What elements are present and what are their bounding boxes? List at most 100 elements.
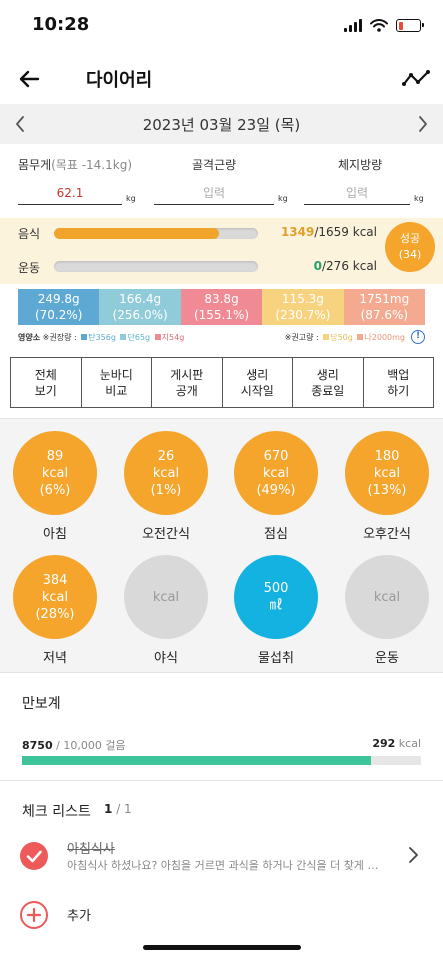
trend-line-icon — [402, 70, 430, 86]
tab-5[interactable]: 백업 하기 — [364, 358, 434, 407]
tab-1[interactable]: 눈바디 비교 — [82, 358, 152, 407]
meal-percent: (49%) — [256, 482, 296, 498]
exercise-target: 276 kcal — [326, 259, 377, 273]
tab-label-line2: 종료일 — [311, 384, 345, 398]
checklist-item-open-button[interactable] — [403, 845, 423, 865]
step-kcal-value: 292 — [372, 737, 396, 750]
meal-circle[interactable]: 180 kcal (13%) — [345, 431, 429, 515]
meal-circle[interactable]: 89 kcal (6%) — [13, 431, 97, 515]
meal-item[interactable]: kcal 운동 — [332, 555, 442, 666]
meal-item[interactable]: 89 kcal (6%) 아침 — [0, 431, 110, 542]
meal-circle[interactable]: 384 kcal (28%) — [13, 555, 97, 639]
recommended-label: ※권장량 : — [42, 333, 77, 342]
meal-circle[interactable]: 500 ㎖ — [234, 555, 318, 639]
meal-kcal-value: 89 — [46, 448, 64, 464]
meal-kcal-value: 384 — [42, 572, 68, 588]
nutrition-percent: (256.0%) — [112, 308, 168, 322]
add-checklist-label[interactable]: 추가 — [67, 909, 91, 924]
nutrition-prefix: 영양소 — [18, 333, 41, 342]
meal-kcal-value: 26 — [157, 448, 175, 464]
success-badge-count: (34) — [398, 248, 422, 261]
food-progress-bar — [54, 228, 258, 239]
meal-unit: kcal — [152, 465, 180, 481]
meal-label: 아침 — [43, 527, 67, 542]
status-time: 10:28 — [32, 14, 90, 35]
step-kcal-unit: kcal — [398, 737, 421, 750]
pedometer-section[interactable]: 만보계 8750 / 10,000 걸음 292 kcal — [0, 672, 443, 780]
nutrition-cell: 83.8g (155.1%) — [180, 289, 263, 325]
trend-chart-button[interactable] — [401, 64, 431, 94]
meal-item[interactable]: 26 kcal (1%) 오전간식 — [111, 431, 221, 542]
muscle-column: 골격근량 입력 kg — [148, 150, 296, 214]
meal-label: 점심 — [264, 527, 288, 542]
fat-swatch — [154, 334, 161, 340]
meal-item[interactable]: kcal 야식 — [111, 555, 221, 666]
status-bar: 10:28 — [0, 0, 443, 52]
weight-input[interactable]: 62.1 — [18, 183, 122, 205]
meal-label: 야식 — [154, 651, 178, 666]
tab-label-line2: 비교 — [105, 384, 128, 398]
calorie-intake-panel: 음식 1349/1659 kcal 운동 0/276 kcal 성공 (34) — [0, 218, 443, 284]
meal-unit: kcal — [262, 465, 290, 481]
step-goal: / 10,000 걸음 — [56, 739, 126, 752]
meal-circle[interactable]: 670 kcal (49%) — [234, 431, 318, 515]
previous-date-button[interactable] — [2, 104, 38, 144]
check-icon — [26, 850, 42, 863]
success-badge[interactable]: 성공 (34) — [385, 222, 435, 272]
next-date-button[interactable] — [405, 104, 441, 144]
meal-item[interactable]: 500 ㎖ 물섭취 — [221, 555, 331, 666]
food-sep: / — [314, 225, 319, 239]
meal-label: 운동 — [375, 651, 399, 666]
back-button[interactable] — [14, 64, 44, 94]
checklist-done: 1 — [104, 802, 113, 816]
fat-input[interactable]: 입력 — [304, 183, 410, 205]
nutrition-amount: 249.8g — [37, 292, 80, 306]
nutrition-cell: 249.8g (70.2%) — [18, 289, 100, 325]
tab-label-line2: 보기 — [34, 384, 57, 398]
step-kcal: 292 kcal — [372, 737, 421, 750]
info-icon[interactable]: ! — [411, 330, 425, 344]
meal-item[interactable]: 670 kcal (49%) 점심 — [221, 431, 331, 542]
add-checklist-button[interactable] — [20, 901, 48, 929]
tab-0[interactable]: 전체 보기 — [11, 358, 82, 407]
meal-unit: kcal — [373, 465, 401, 481]
sugar-advised: 당50g — [330, 333, 353, 342]
chevron-right-icon — [419, 116, 427, 132]
nutrition-amount: 115.3g — [281, 292, 324, 306]
food-label: 음식 — [18, 227, 41, 241]
tab-label-line1: 생리 — [316, 368, 339, 382]
nutrition-amount: 1751mg — [359, 292, 410, 306]
sugar-swatch — [323, 334, 330, 340]
meal-item[interactable]: 384 kcal (28%) 저녁 — [0, 555, 110, 666]
meal-circle[interactable]: kcal — [124, 555, 208, 639]
meal-label: 물섭취 — [258, 651, 294, 666]
exercise-label: 운동 — [18, 261, 41, 275]
nutrition-amount: 83.8g — [204, 292, 239, 306]
muscle-input[interactable]: 입력 — [154, 183, 274, 205]
nutrition-note: 영양소 ※권장량 : 탄356g 단65g 지54g ※권고량 : 당50g 나… — [18, 330, 425, 345]
meal-percent: (13%) — [367, 482, 407, 498]
tab-2[interactable]: 게시판 공개 — [152, 358, 223, 407]
checklist-item-description[interactable]: 아침식사 하셨나요? 아침을 거르면 과식을 하거나 간식을 더 찾게 됩니다. — [67, 859, 385, 872]
checklist-item-checkbox[interactable] — [20, 842, 48, 870]
arrow-left-icon — [19, 70, 40, 88]
meal-item[interactable]: 180 kcal (13%) 오후간식 — [332, 431, 442, 542]
weight-label: 몸무게(목표 -14.1kg) — [18, 156, 132, 173]
checklist-item-title[interactable]: 아침식사 — [67, 842, 115, 857]
checklist-total: / 1 — [116, 802, 132, 816]
exercise-calories: 0/276 kcal — [314, 259, 377, 273]
advised-label: ※권고량 : — [284, 333, 319, 342]
status-icons — [344, 19, 424, 32]
tab-3[interactable]: 생리 시작일 — [223, 358, 293, 407]
protein-swatch — [120, 334, 127, 340]
meal-circle[interactable]: kcal — [345, 555, 429, 639]
recommended-intake-note: 영양소 ※권장량 : 탄356g 단65g 지54g — [18, 332, 184, 343]
meal-label: 저녁 — [43, 651, 67, 666]
pedometer-title: 만보계 — [22, 696, 61, 712]
meal-circle[interactable]: 26 kcal (1%) — [124, 431, 208, 515]
current-date[interactable]: 2023년 03월 23일 (목) — [142, 116, 301, 134]
exercise-current: 0 — [313, 259, 322, 273]
nutrition-bar[interactable]: 249.8g (70.2%) 166.4g (256.0%) 83.8g (155.1%)… — [18, 289, 426, 325]
meal-kcal-value: 670 — [263, 448, 289, 464]
